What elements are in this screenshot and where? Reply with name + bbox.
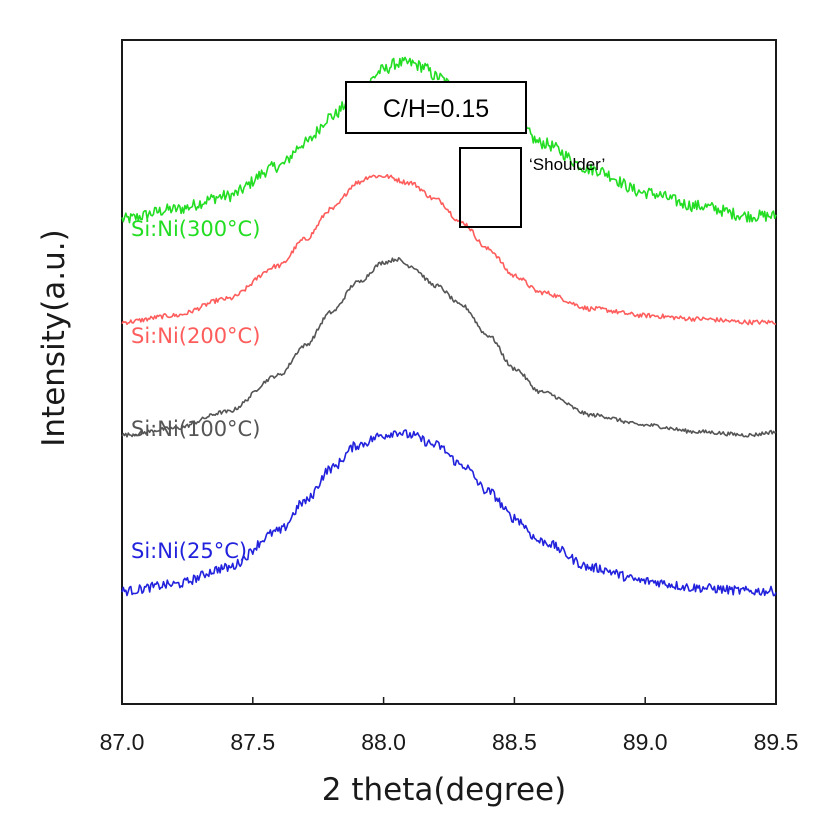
ratio-box	[345, 81, 527, 134]
x-axis-label: 2 theta(degree)	[322, 772, 566, 808]
series-line	[121, 173, 777, 326]
ratio-box-label: C/H=0.15	[383, 95, 489, 123]
shoulder-marker-box	[459, 147, 522, 228]
x-tick-label: 88.0	[361, 729, 406, 755]
x-tick-label: 89.5	[754, 729, 799, 755]
series-labels: Si:Ni(300°C) Si:Ni(200°C) Si:Ni(100°C) Si:N…	[131, 217, 260, 563]
x-tick-label: 89.0	[623, 729, 668, 755]
series-line	[121, 257, 777, 438]
x-tick-label: 87.0	[100, 729, 145, 755]
x-ticks: 87.0 87.5 88.0 88.5 89.0 89.5	[100, 697, 799, 755]
y-axis-label: Intensity(a.u.)	[36, 229, 72, 446]
series-line	[121, 429, 777, 597]
series-label: Si:Ni(100°C)	[131, 417, 260, 441]
plot-frame	[121, 39, 777, 705]
x-tick-label: 87.5	[230, 729, 275, 755]
series-label: Si:Ni(300°C)	[131, 217, 260, 241]
series-label: Si:Ni(200°C)	[131, 324, 260, 348]
shoulder-label: ‘Shoulder’	[529, 155, 605, 174]
x-tick-label: 88.5	[492, 729, 537, 755]
series-label: Si:Ni(25°C)	[131, 539, 247, 563]
